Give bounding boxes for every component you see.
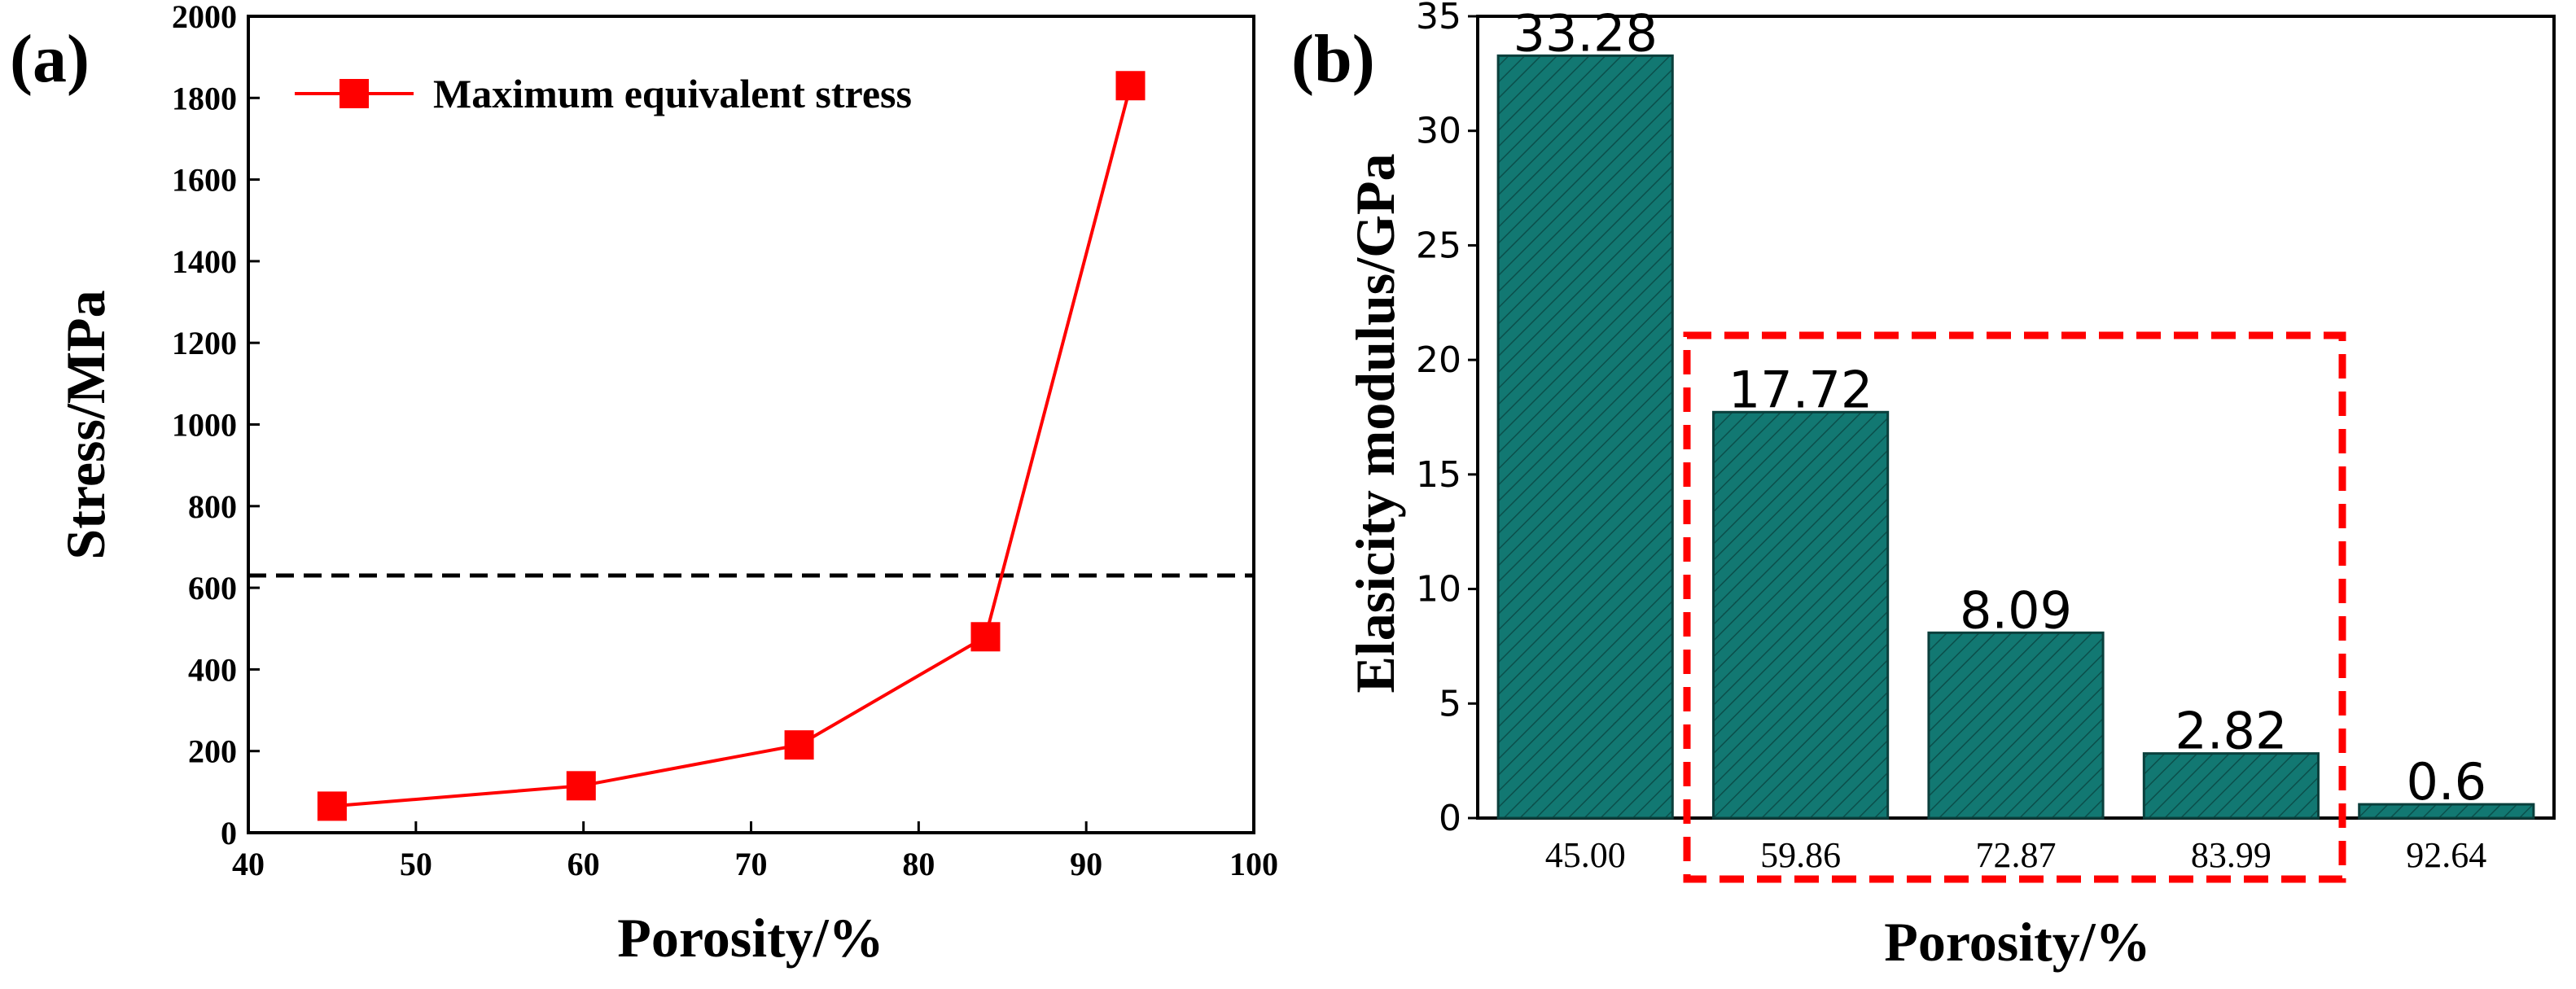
panel-a-y-axis-title: Stress/MPa [55,290,116,559]
y-tick-label: 200 [188,733,237,770]
x-tick-label: 100 [1229,846,1278,882]
bar-value-label: 33.28 [1513,3,1658,63]
bar-hatch [1927,631,2105,820]
data-point [317,791,347,821]
x-tick-label: 72.87 [1976,835,2057,875]
data-point [970,622,1001,652]
bar-hatch [1712,410,1890,820]
panel-a-label: (a) [10,21,90,97]
y-tick-label: 10 [1416,569,1461,610]
panel-a-ticks: 0 200 400 600 800 1000 1200 1400 1600 1800 2000 40 5… [172,0,1278,882]
y-tick-label: 2000 [172,0,237,35]
y-tick-label: 1600 [172,162,237,199]
x-tick-label: 40 [232,846,265,882]
series-line [331,85,1132,808]
panel-a-series [317,71,1146,821]
x-tick-label: 80 [902,846,935,882]
y-tick-label: 0 [221,815,237,851]
y-tick-label: 30 [1416,111,1461,152]
x-tick-label: 90 [1070,846,1102,882]
x-tick-label: 45.00 [1545,835,1626,875]
y-tick-label: 1400 [172,243,237,280]
y-tick-label: 20 [1416,339,1461,381]
legend-marker [340,79,369,108]
bar-value-label: 8.09 [1960,580,2072,640]
y-tick-label: 15 [1416,454,1461,496]
x-tick-label: 59.86 [1760,835,1841,875]
data-point [566,771,596,801]
y-tick-label: 1800 [172,80,237,116]
y-tick-label: 0 [1439,798,1461,839]
panel-b-label: (b) [1291,21,1375,97]
x-tick-label: 50 [400,846,432,882]
panel-b-y-axis-title: Elasicity modulus/GPa [1344,153,1406,693]
y-tick-label: 800 [188,488,237,525]
panel-b-ticks: 0 5 10 15 20 25 30 35 [1416,0,1478,839]
y-tick-label: 5 [1439,683,1461,724]
data-point [1115,71,1146,101]
legend-label: Maximum equivalent stress [433,71,912,116]
x-tick-label: 70 [735,846,768,882]
y-tick-label: 1000 [172,407,237,444]
y-tick-label: 25 [1416,225,1461,266]
bar-hatch [2358,803,2535,820]
panel-a: (a) 0 200 400 600 800 1000 1200 1400 1600 1800 200… [10,0,1278,969]
bar-hatch [2142,752,2320,820]
panel-a-x-axis-title: Porosity/% [617,907,883,969]
y-tick-label: 600 [188,570,237,606]
x-tick-label: 83.99 [2191,835,2272,875]
x-tick-label: 60 [567,846,600,882]
y-tick-label: 400 [188,651,237,688]
y-tick-label: 35 [1416,0,1461,37]
y-tick-label: 1200 [172,325,237,361]
bar-hatch [1496,54,1674,820]
panel-b: (b) 0 5 10 15 20 25 30 35 33.28 45.00 17.72 59.86 8… [1291,0,2556,973]
panel-b-bars: 33.28 45.00 17.72 59.86 8.09 72.87 2.82 83.99 0.… [1496,3,2535,875]
x-tick-label: 92.64 [2406,835,2486,875]
panel-b-x-axis-title: Porosity/% [1884,911,2150,973]
panel-a-legend: Maximum equivalent stress [295,71,912,116]
bar-value-label: 2.82 [2175,702,2287,761]
bar-value-label: 0.6 [2406,752,2486,812]
bar-value-label: 17.72 [1728,360,1873,419]
data-point [784,730,814,760]
panel-a-plot-frame [247,15,1255,834]
